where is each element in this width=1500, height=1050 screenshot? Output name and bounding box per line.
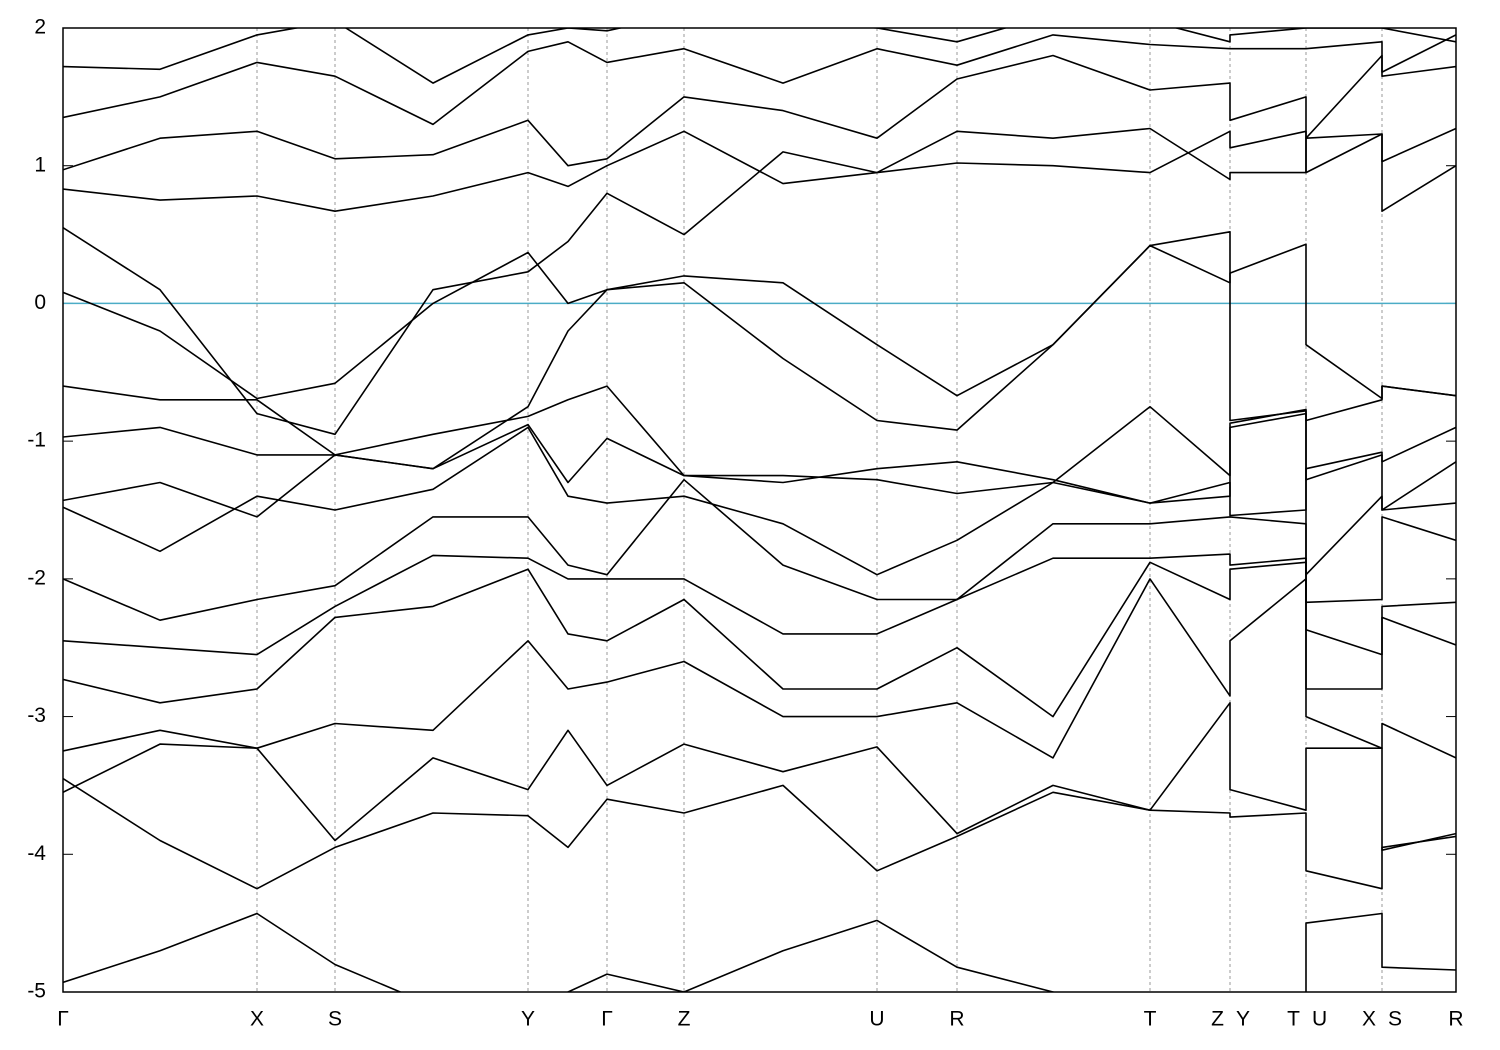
x-tick-label: X bbox=[1362, 1008, 1376, 1031]
band-line bbox=[63, 478, 1456, 621]
x-tick-label: Γ bbox=[601, 1008, 613, 1031]
y-tick-label: -3 bbox=[27, 704, 46, 727]
band-line bbox=[63, 243, 1456, 400]
band-line bbox=[63, 702, 1456, 851]
x-tick-label: S bbox=[1388, 1008, 1402, 1031]
band-line bbox=[63, 912, 1456, 992]
x-tick-label: T bbox=[1144, 1008, 1157, 1031]
band-line bbox=[63, 54, 1456, 171]
y-tick-label: -1 bbox=[27, 429, 46, 452]
plot-frame bbox=[62, 27, 1457, 993]
y-tick-label: -5 bbox=[27, 980, 46, 1003]
x-tick-label: X bbox=[250, 1008, 264, 1031]
y-tick-label: -4 bbox=[27, 842, 46, 865]
x-tick-label: Y bbox=[521, 1008, 535, 1031]
x-tick-label: Z bbox=[1211, 1008, 1224, 1031]
x-tick-label: Y bbox=[1236, 1008, 1250, 1031]
band-line bbox=[63, 127, 1456, 212]
band-line bbox=[63, 412, 1456, 576]
band-line bbox=[63, 385, 1456, 517]
band-line bbox=[63, 553, 1456, 656]
x-tick-label: Z bbox=[678, 1008, 691, 1031]
band-line bbox=[63, 231, 1456, 470]
x-tick-label: Γ bbox=[57, 1008, 69, 1031]
y-tick-label: 0 bbox=[34, 291, 46, 314]
y-tick-label: 1 bbox=[34, 153, 46, 176]
x-tick-label: U bbox=[869, 1008, 884, 1031]
x-tick-label: U bbox=[1312, 1008, 1327, 1031]
y-tick-label: -2 bbox=[27, 566, 46, 589]
x-tick-label: R bbox=[949, 1008, 964, 1031]
x-tick-label: R bbox=[1448, 1008, 1463, 1031]
x-tick-label: T bbox=[1287, 1008, 1300, 1031]
band-line bbox=[63, 561, 1456, 718]
x-tick-label: S bbox=[328, 1008, 342, 1031]
band-line bbox=[63, 34, 1456, 126]
band-line bbox=[63, 28, 1456, 84]
band-line bbox=[63, 777, 1456, 890]
y-tick-label: 2 bbox=[34, 16, 46, 39]
bands bbox=[63, 28, 1456, 992]
